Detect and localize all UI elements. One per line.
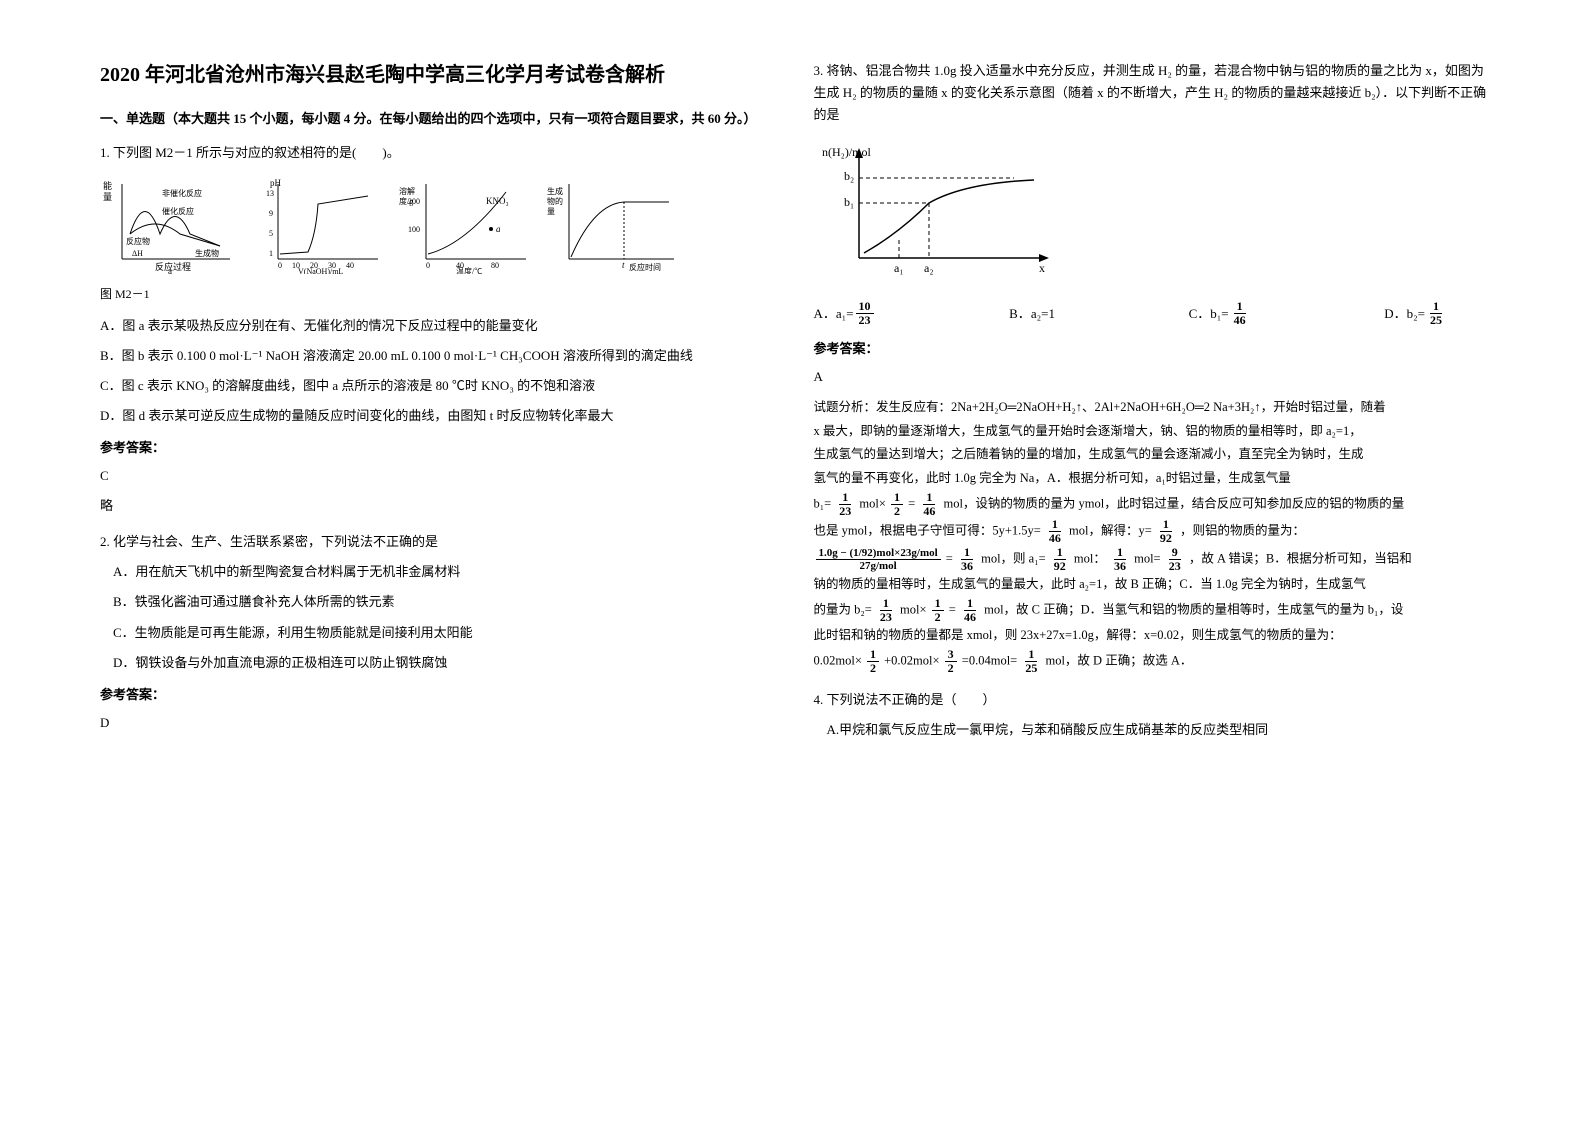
svg-text:5: 5 (269, 229, 273, 238)
q3-frac-line-1a: b₁= 123 mol× 12 = 146 mol，设钠的物质的量为 ymol，… (814, 491, 1488, 518)
q3-stem: 3. 将钠、铝混合物共 1.0g 投入适量水中充分反应，并测生成 H₂ 的量，若… (814, 60, 1488, 126)
q1-stem: 1. 下列图 M2－1 所示与对应的叙述相符的是( )。 (100, 142, 774, 164)
q3-line-after-2: 钠的物质的量相等时，生成氢气的量最大，此时 a₂=1，故 B 正确；C．当 1.… (814, 573, 1488, 597)
q1-opt-c: C．图 c 表示 KNO₃ 的溶解度曲线，图中 a 点所示的溶液是 80 ℃时 … (100, 375, 774, 397)
q3-chart: n(H₂)/mol b₂ b₁ a₁ a₂ x (814, 138, 1074, 288)
svg-text:a₁: a₁ (894, 261, 904, 275)
q3-analysis: 试题分析：发生反应有：2Na+2H₂O═2NaOH+H₂↑、2Al+2NaOH+… (814, 396, 1488, 675)
q3-answer-label: 参考答案： (814, 338, 1488, 360)
q2-opt-d: D．钢铁设备与外加直流电源的正极相连可以防止钢铁腐蚀 (100, 652, 774, 674)
svg-text:催化反应: 催化反应 (162, 206, 194, 216)
q1-opt-d: D．图 d 表示某可逆反应生成物的量随反应时间变化的曲线，由图知 t 时反应物转… (100, 405, 774, 427)
svg-text:生成: 生成 (547, 186, 563, 196)
svg-text:温度/℃: 温度/℃ (456, 266, 482, 274)
q3-choice-c: C． b₁= 146 (1189, 300, 1251, 327)
svg-text:a: a (496, 224, 501, 234)
q2-answer-label: 参考答案： (100, 684, 774, 706)
q1-opt-b: B．图 b 表示 0.100 0 mol·L⁻¹ NaOH 溶液滴定 20.00… (100, 345, 774, 367)
svg-text:a: a (168, 266, 172, 274)
svg-text:a₂: a₂ (924, 261, 934, 275)
svg-text:反应过程: 反应过程 (155, 261, 191, 272)
svg-text:1: 1 (269, 249, 273, 258)
q1-answer-label: 参考答案： (100, 437, 774, 459)
svg-text:200: 200 (408, 197, 420, 206)
q3-line-after-3: 此时铝和钠的物质的量都是 xmol，则 23x+27x=1.0g，解得：x=0.… (814, 624, 1488, 648)
svg-text:V(NaOH)/mL: V(NaOH)/mL (298, 267, 343, 274)
svg-text:反应物: 反应物 (126, 236, 150, 246)
q1-chart-b: pH 13 9 5 1 0 10 20 30 40 V(NaOH)/mL b (248, 174, 388, 274)
svg-text:t: t (622, 260, 625, 270)
q3-frac-line-4: 0.02mol× 12 +0.02mol× 32 =0.04mol= 125 m… (814, 648, 1488, 675)
q3-choices: A． a₁= 1023 B． a₂=1 C． b₁= 146 D． b₂= 12… (814, 300, 1488, 327)
q1-chart-d: 生成 物的 量 t 反应时间 d (544, 174, 684, 274)
page-title: 2020 年河北省沧州市海兴县赵毛陶中学高三化学月考试卷含解析 (100, 60, 774, 90)
svg-text:pH: pH (270, 178, 282, 188)
q3-choice-d: D． b₂= 125 (1384, 300, 1447, 327)
question-4: 4. 下列说法不正确的是（ ） A.甲烷和氯气反应生成一氯甲烷，与苯和硝酸反应生… (814, 689, 1488, 741)
q3-ana-line: x 最大，即钠的量逐渐增大，生成氢气的量开始时会逐渐增大，钠、铝的物质的量相等时… (814, 420, 1488, 444)
q3-frac-line-2: 1.0g − (1/92)mol×23g/mol 27g/mol = 136 m… (814, 546, 1488, 573)
q3-answer: A (814, 366, 1488, 388)
q2-opt-c: C．生物质能是可再生能源，利用生物质能就是间接利用太阳能 (100, 622, 774, 644)
svg-text:能: 能 (103, 180, 112, 191)
svg-text:物的: 物的 (547, 196, 563, 206)
section-heading: 一、单选题（本大题共 15 个小题，每小题 4 分。在每小题给出的四个选项中，只… (100, 108, 774, 130)
svg-text:80: 80 (491, 261, 499, 270)
svg-text:0: 0 (426, 261, 430, 270)
q3-ana-line: 生成氢气的量达到增大；之后随着钠的量的增加，生成氢气的量会逐渐减小，直至完全为钠… (814, 443, 1488, 467)
q3-ana-line: 试题分析：发生反应有：2Na+2H₂O═2NaOH+H₂↑、2Al+2NaOH+… (814, 396, 1488, 420)
q2-stem: 2. 化学与社会、生产、生活联系紧密，下列说法不正确的是 (100, 531, 774, 553)
svg-text:9: 9 (269, 209, 273, 218)
svg-text:100: 100 (408, 225, 420, 234)
svg-text:ΔH: ΔH (132, 249, 143, 258)
q2-opt-a: A．用在航天飞机中的新型陶瓷复合材料属于无机非金属材料 (100, 561, 774, 583)
svg-text:b₁: b₁ (844, 195, 854, 209)
svg-text:n(H₂)/mol: n(H₂)/mol (822, 145, 872, 159)
svg-text:溶解: 溶解 (399, 186, 415, 196)
svg-text:x: x (1039, 261, 1045, 275)
q2-opt-b: B．铁强化酱油可通过膳食补充人体所需的铁元素 (100, 591, 774, 613)
svg-text:非催化反应: 非催化反应 (162, 188, 202, 198)
question-2: 2. 化学与社会、生产、生活联系紧密，下列说法不正确的是 A．用在航天飞机中的新… (100, 531, 774, 734)
q3-choice-b: B． a₂=1 (1009, 300, 1055, 327)
q3-choice-a: A． a₁= 1023 (814, 300, 876, 327)
q1-chart-c: 溶解 度/g 200 100 0 40 80 KNO₃ a 温度/℃ c (396, 174, 536, 274)
q4-stem: 4. 下列说法不正确的是（ ） (814, 689, 1488, 711)
question-1: 1. 下列图 M2－1 所示与对应的叙述相符的是( )。 能 量 非催化反应 催… (100, 142, 774, 517)
q3-ana-line: 氢气的量不再变化，此时 1.0g 完全为 Na，A．根据分析可知，a₁时铝过量，… (814, 467, 1488, 491)
q2-answer: D (100, 712, 774, 734)
svg-text:量: 量 (103, 192, 112, 202)
q1-answer: C (100, 465, 774, 487)
q1-opt-a: A．图 a 表示某吸热反应分别在有、无催化剂的情况下反应过程中的能量变化 (100, 315, 774, 337)
q1-explain: 略 (100, 495, 774, 517)
svg-text:反应时间: 反应时间 (629, 262, 661, 272)
q3-frac-line-1b: 也是 ymol，根据电子守恒可得：5y+1.5y= 146 mol，解得：y= … (814, 518, 1488, 545)
right-column: 3. 将钠、铝混合物共 1.0g 投入适量水中充分反应，并测生成 H₂ 的量，若… (794, 60, 1508, 1062)
svg-text:生成物: 生成物 (195, 248, 219, 258)
q1-chart-a: 能 量 非催化反应 催化反应 反应物 ΔH 生成物 反应过程 a (100, 174, 240, 274)
svg-text:13: 13 (266, 189, 274, 198)
svg-text:量: 量 (547, 207, 555, 216)
svg-text:40: 40 (346, 261, 354, 270)
svg-text:b₂: b₂ (844, 169, 854, 183)
svg-text:KNO₃: KNO₃ (486, 196, 509, 206)
q1-figure-row: 能 量 非催化反应 催化反应 反应物 ΔH 生成物 反应过程 a (100, 174, 774, 274)
left-column: 2020 年河北省沧州市海兴县赵毛陶中学高三化学月考试卷含解析 一、单选题（本大… (80, 60, 794, 1062)
q3-frac-line-3: 的量为 b₂= 123 mol× 12 = 146 mol，故 C 正确；D．当… (814, 597, 1488, 624)
svg-text:0: 0 (278, 261, 282, 270)
q1-fig-caption: 图 M2－1 (100, 284, 774, 304)
q4-opt-a: A.甲烷和氯气反应生成一氯甲烷，与苯和硝酸反应生成硝基苯的反应类型相同 (814, 719, 1488, 741)
question-3: 3. 将钠、铝混合物共 1.0g 投入适量水中充分反应，并测生成 H₂ 的量，若… (814, 60, 1488, 675)
